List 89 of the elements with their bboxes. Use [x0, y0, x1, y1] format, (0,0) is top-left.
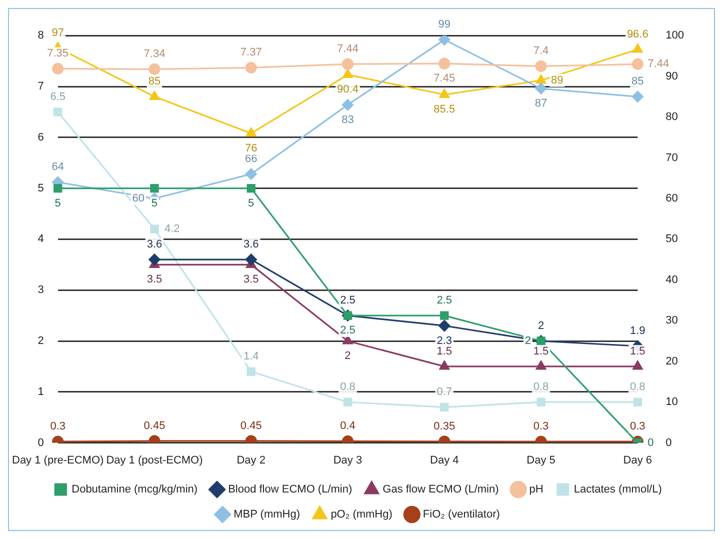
y2-tick-label: 40 [666, 274, 678, 286]
legend-label: MBP (mmHg) [234, 508, 300, 521]
y2-tick-label: 20 [666, 355, 678, 368]
y-tick-label: 8 [38, 30, 44, 42]
data-label: 85 [148, 76, 161, 88]
y-tick-label: 4 [38, 233, 44, 246]
data-label: 5 [54, 197, 61, 210]
data-label: 2 [538, 320, 544, 332]
data-label: 85 [632, 76, 644, 88]
legend-label: Blood flow ECMO (L/min) [228, 484, 352, 496]
data-label: 0.7 [436, 386, 452, 398]
data-label: 0.45 [240, 420, 262, 432]
data-label: 7.37 [240, 46, 262, 59]
y-tick-label: 7 [38, 80, 44, 93]
data-label: 90.4 [337, 84, 358, 96]
y2-tick-label: 60 [666, 192, 678, 205]
data-label: 2.5 [436, 294, 452, 307]
data-label: 66 [244, 153, 258, 166]
data-label: 99 [438, 18, 451, 31]
data-label: 0.8 [533, 381, 549, 394]
data-label: 1.9 [630, 325, 646, 338]
data-label: 0.8 [630, 381, 646, 394]
data-label: 0.4 [340, 420, 356, 432]
y2-tick-label: 90 [666, 70, 678, 82]
x-tick-label: Day 5 [526, 454, 556, 466]
y-tick-label: 5 [38, 182, 44, 194]
data-label: 2.5 [340, 294, 356, 307]
y-tick-label: 0 [38, 436, 44, 449]
data-label: 5 [151, 197, 158, 210]
data-label: 6.5 [50, 90, 66, 103]
legend-label: FiO₂ (ventilator) [422, 508, 500, 521]
data-label: 1.5 [630, 345, 646, 358]
legend-label: Dobutamine (mcg/kg/min) [72, 484, 198, 496]
data-label: 3.6 [243, 238, 259, 251]
data-label: 4.2 [164, 223, 180, 236]
data-label: 64 [52, 161, 64, 174]
y2-tick-label: 80 [666, 111, 678, 124]
data-label: 3.6 [146, 238, 162, 251]
data-label: 7.35 [47, 48, 69, 60]
y2-tick-label: 70 [666, 152, 678, 164]
data-label: 2 [344, 350, 351, 362]
x-tick-label: Day 1 (post-ECMO) [106, 454, 203, 466]
data-label: 1.5 [436, 345, 452, 358]
data-label: 0.3 [533, 420, 549, 433]
data-label: 97 [52, 26, 64, 39]
legend-label: pH [529, 484, 544, 496]
legend-label: Lactates (mmol/L) [574, 484, 662, 496]
x-tick-label: Day 4 [430, 454, 459, 466]
y-tick-label: 1 [38, 386, 44, 398]
data-label: 7.44 [648, 58, 670, 70]
x-tick-label: Day 1 (pre-ECMO) [12, 454, 104, 466]
x-tick-label: Day 3 [333, 454, 362, 466]
data-label: 1.5 [533, 345, 549, 358]
data-label: 0.3 [630, 420, 646, 433]
legend-label: Gas flow ECMO (L/min) [382, 484, 499, 496]
data-label: 76 [244, 142, 258, 154]
data-label: 96.6 [626, 28, 648, 40]
y2-tick-label: 100 [666, 30, 684, 42]
y2-tick-label: 0 [666, 436, 672, 449]
data-label: 2.5 [340, 324, 356, 337]
data-label: 83 [342, 114, 354, 126]
data-label: 7.44 [337, 43, 358, 56]
y-tick-label: 3 [38, 284, 44, 296]
data-label: 7.34 [144, 48, 166, 60]
data-label: 1.4 [243, 350, 259, 363]
data-label: 5 [248, 197, 254, 210]
data-label: 3.5 [243, 274, 259, 286]
data-label: 60 [132, 192, 144, 205]
data-label: 0.45 [144, 420, 166, 432]
data-label: 87 [534, 98, 548, 110]
data-label: 89 [551, 74, 564, 86]
data-label: 0 [648, 436, 654, 449]
data-label: 7.45 [434, 72, 456, 85]
y-tick-label: 2 [38, 335, 44, 348]
y2-tick-label: 10 [666, 396, 678, 408]
data-label: 2 [524, 335, 532, 348]
data-label: 0.35 [434, 420, 456, 432]
data-label: 0.3 [50, 420, 66, 433]
y-tick-label: 6 [38, 131, 44, 144]
data-label: 2.3 [436, 334, 452, 347]
data-label: 3.5 [146, 274, 162, 286]
y2-tick-label: 50 [666, 233, 678, 246]
data-label: 0.8 [340, 381, 356, 394]
legend-label: pO₂ (mmHg) [330, 508, 392, 521]
x-tick-label: Day 6 [623, 454, 652, 466]
x-tick-label: Day 2 [236, 454, 266, 466]
data-label: 7.4 [533, 45, 549, 58]
data-label: 85.5 [434, 104, 456, 116]
y2-tick-label: 30 [666, 314, 678, 327]
